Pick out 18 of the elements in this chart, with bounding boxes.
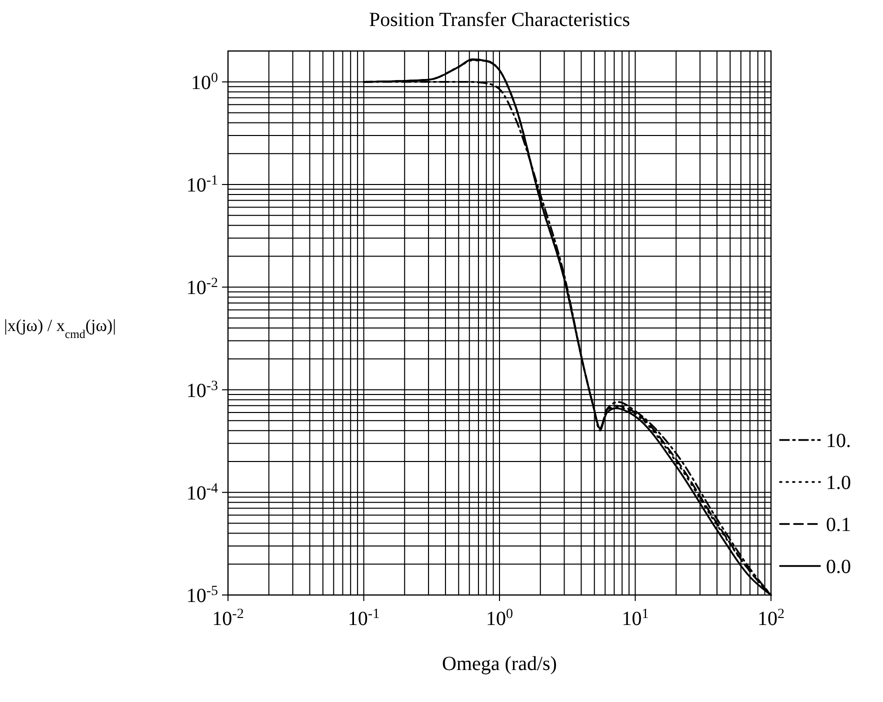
legend-label: 0.0 [826,556,851,578]
y-axis-title: |x(jω) / x$_{cmd}$(jω)| [4,316,116,341]
y-tick-label: 10$^{-1}$ [186,173,218,197]
x-tick-label: 10$^{1}$ [622,606,649,630]
chart-title: Position Transfer Characteristics [368,9,630,31]
x-tick-label: 10$^{-1}$ [348,606,380,630]
x-tick-label: 10$^{2}$ [758,606,784,630]
y-tick-label: 10$^{-2}$ [186,276,218,300]
legend-label: 10. [826,430,851,452]
x-tick-label: 10$^{-2}$ [212,606,244,630]
y-tick-label: 10$^{-5}$ [186,584,218,607]
legend-label: 0.1 [826,514,851,536]
y-tick-label: 10$^{-3}$ [186,378,218,402]
x-tick-label: 10$^{0}$ [486,606,513,630]
y-tick-label: 10$^{-4}$ [186,480,218,504]
y-tick-label: 10$^{0}$ [191,70,218,94]
legend-label: 1.0 [826,472,851,494]
x-axis-title: Omega (rad/s) [442,653,557,675]
